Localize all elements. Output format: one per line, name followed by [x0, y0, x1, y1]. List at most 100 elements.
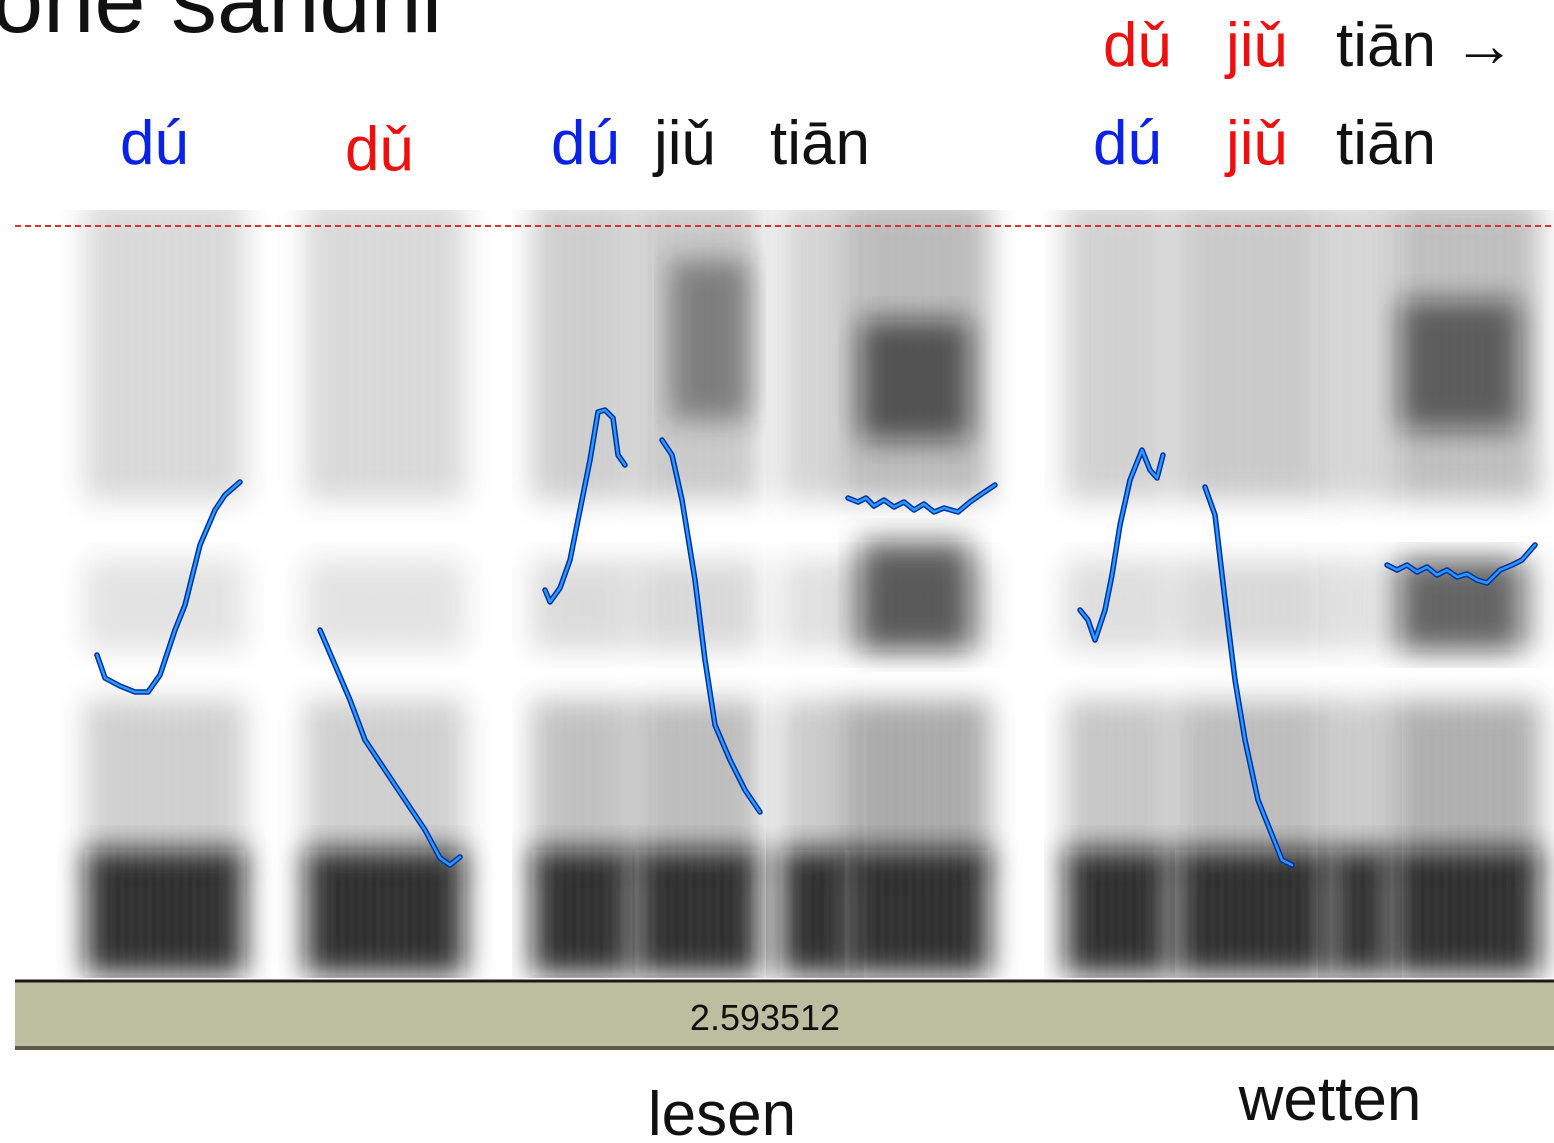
spectrogram-band: [971, 215, 974, 975]
spectrogram-band: [604, 215, 607, 975]
spectrogram-band: [1128, 215, 1131, 975]
spectrogram-band: [1534, 215, 1537, 975]
spectrogram-band: [1065, 210, 1170, 500]
spectrogram-band: [458, 215, 461, 975]
spectrogram-band: [1074, 215, 1077, 975]
spectrogram-band: [1265, 215, 1268, 975]
spectrogram-band: [368, 215, 371, 975]
spectrogram-band: [532, 560, 632, 650]
spectrogram-band: [1175, 560, 1330, 650]
spectrogram-band: [157, 215, 160, 975]
spectrogram-band: [1229, 215, 1232, 975]
spectrogram-band: [860, 320, 970, 440]
spectrogram-band: [689, 215, 692, 975]
spectrogram-band: [680, 215, 683, 975]
spectrogram-band: [843, 215, 846, 975]
spectrogram-band: [422, 215, 425, 975]
spectrogram-band: [798, 215, 801, 975]
spectrogram-band: [85, 850, 245, 975]
spectrogram-band: [577, 215, 580, 975]
spectrogram-band: [440, 215, 443, 975]
spectrogram-band: [1301, 215, 1304, 975]
pitch-contours: [94, 407, 1538, 868]
spectrogram-band: [1330, 215, 1333, 975]
spectrogram-band: [449, 215, 452, 975]
spectrogram-band: [860, 540, 970, 650]
spectrogram-band: [1357, 215, 1360, 975]
spectrogram-band: [1164, 215, 1167, 975]
spectrogram-band: [1525, 215, 1528, 975]
spectrogram-band: [622, 215, 625, 975]
spectrogram-band: [305, 850, 465, 975]
spectrogram-band: [644, 215, 647, 975]
spectrogram-band: [734, 215, 737, 975]
spectrogram-band: [85, 700, 245, 870]
spectrogram-band: [332, 215, 335, 975]
spectrogram-band: [1328, 215, 1331, 975]
spectrogram-band: [193, 215, 196, 975]
caption: lesen: [648, 1080, 796, 1143]
spectrogram-band: [1274, 215, 1277, 975]
spectrogram-band: [1065, 560, 1170, 650]
syllable-label: tiān: [770, 109, 870, 178]
spectrogram-band: [431, 215, 434, 975]
spectrogram-band: [1175, 210, 1330, 500]
spectrogram-band: [532, 700, 632, 870]
spectrogram-band: [707, 215, 710, 975]
spectrogram-band: [1366, 215, 1369, 975]
spectrogram-band: [671, 215, 674, 975]
spectrogram-band: [653, 215, 656, 975]
spectrogram-band: [395, 215, 398, 975]
rule-syllable: tiān →: [1336, 11, 1515, 80]
spectrogram-band: [323, 215, 326, 975]
spectrogram-band: [1193, 215, 1196, 975]
spectrogram-band: [568, 215, 571, 975]
spectrogram-band: [85, 215, 88, 975]
spectrogram-band: [1119, 215, 1122, 975]
spectrogram-band: [789, 215, 792, 975]
spectrogram-band: [175, 215, 178, 975]
spectrogram-band: [1065, 850, 1170, 975]
spectrogram-band: [1202, 215, 1205, 975]
spectrogram-band: [743, 215, 746, 975]
spectrogram-band: [238, 215, 241, 975]
spectrogram-band: [980, 215, 983, 975]
spectrogram-band: [1175, 215, 1178, 975]
spectrogram-band: [350, 215, 353, 975]
spectrogram-band: [1384, 215, 1387, 975]
spectrogram-band: [1065, 215, 1068, 975]
spectrogram-band: [845, 215, 848, 975]
spectrogram-band: [112, 215, 115, 975]
status-bar: 2.593512: [15, 979, 1554, 1050]
rule-syllable: jiǔ: [1224, 11, 1288, 80]
spectrogram-band: [386, 215, 389, 975]
spectrogram-band: [807, 215, 810, 975]
spectrogram-band: [1211, 215, 1214, 975]
spectrogram-band: [662, 215, 665, 975]
spectrogram-band: [94, 215, 97, 975]
spectrogram-band: [1247, 215, 1250, 975]
spectrogram-band: [1238, 215, 1241, 975]
spectrogram-band: [989, 215, 992, 975]
spectrogram-band: [532, 215, 535, 975]
spectrogram-band: [586, 215, 589, 975]
spectrogram: [85, 210, 1540, 975]
spectrogram-band: [341, 215, 344, 975]
syllable-label: dú: [1093, 109, 1162, 178]
spectrogram-band: [1146, 215, 1149, 975]
spectrogram-band: [1375, 215, 1378, 975]
syllable-label: dú: [120, 109, 189, 178]
spectrogram-band: [202, 215, 205, 975]
spectrogram-band: [1155, 215, 1158, 975]
spectrogram-band: [85, 560, 245, 650]
spectrogram-band: [1184, 215, 1187, 975]
spectrogram-band: [559, 215, 562, 975]
spectrogram-band: [613, 215, 616, 975]
slide-title: one sandhi: [0, 0, 442, 52]
spectrogram-band: [1175, 850, 1330, 975]
spectrogram-band: [103, 215, 106, 975]
spectrogram-band: [1256, 215, 1259, 975]
spectrogram-band: [1292, 215, 1295, 975]
spectrogram-band: [377, 215, 380, 975]
